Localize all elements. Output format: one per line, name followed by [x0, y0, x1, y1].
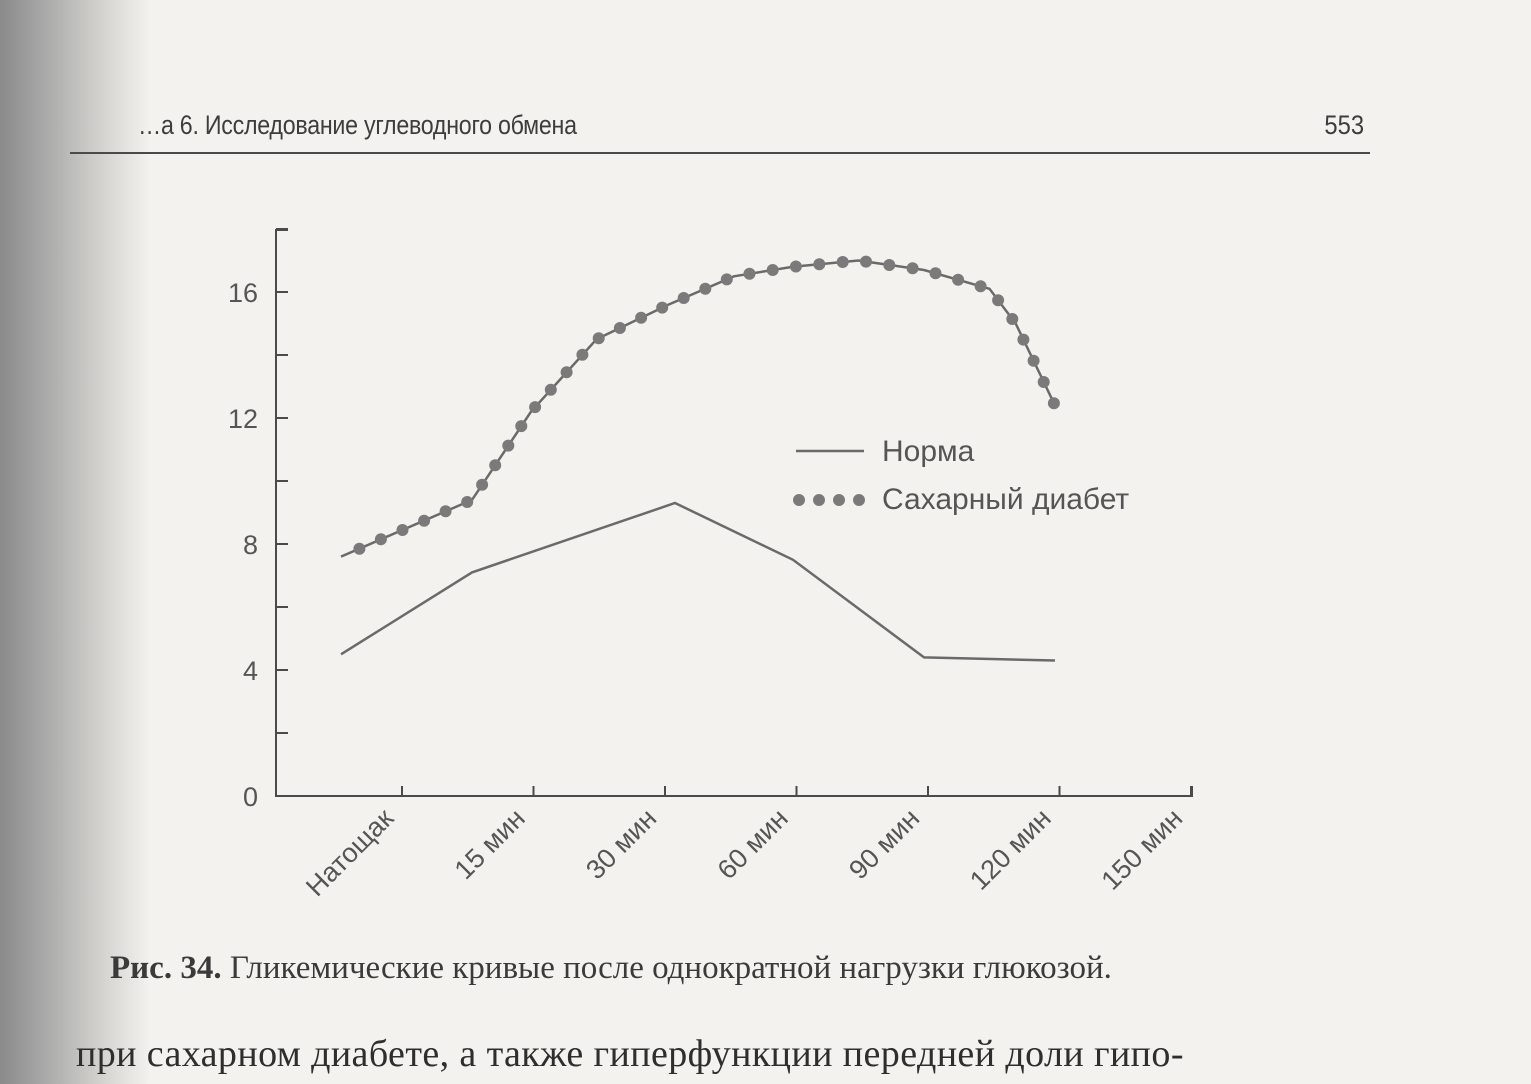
x-tick-label: 60 мин [712, 803, 794, 885]
x-tick-label: Натощак [300, 803, 399, 902]
figure-caption-label: Рис. 34. [110, 950, 222, 986]
series-point-diabetes [476, 478, 489, 491]
series-point-diabetes [353, 542, 366, 555]
chart-legend: Норма Сахарный диабет [793, 435, 1129, 516]
series-point-diabetes [576, 348, 589, 361]
series-point-diabetes [743, 267, 756, 280]
series-point-diabetes [992, 294, 1005, 307]
y-tick-label: 0 [243, 782, 258, 812]
x-tick-label: 120 мин [964, 803, 1057, 896]
series-point-diabetes [489, 459, 502, 472]
series-point-diabetes [418, 514, 431, 527]
series-point-diabetes [529, 401, 542, 414]
series-point-diabetes [699, 282, 712, 295]
series-point-diabetes [1017, 333, 1030, 346]
figure-caption-text: Гликемические кривые после однократной н… [229, 950, 1112, 986]
series-point-diabetes [635, 311, 648, 324]
y-tick-label: 12 [228, 404, 258, 434]
series-point-diabetes [1047, 397, 1060, 410]
series-point-diabetes [883, 259, 896, 271]
legend-swatch-diabetes [793, 494, 865, 506]
y-tick-label: 16 [228, 278, 258, 308]
figure-caption: Рис. 34. Гликемические кривые после одно… [110, 950, 1112, 987]
series-point-diabetes [396, 524, 409, 536]
legend-dot [853, 494, 865, 506]
x-tick-label: 90 мин [843, 803, 925, 885]
legend-label-diabetes: Сахарный диабет [882, 483, 1129, 516]
series-point-diabetes [461, 496, 474, 508]
series-point-diabetes [974, 280, 987, 293]
running-title: …а 6. Исследование углеводного обмена [138, 110, 577, 140]
series-point-diabetes [677, 292, 690, 304]
x-tick-label: 15 мин [449, 803, 531, 885]
series-point-diabetes [656, 301, 669, 314]
series-point-diabetes [952, 273, 965, 286]
x-tick-label: 30 мин [580, 803, 662, 885]
series-point-diabetes [766, 264, 779, 276]
running-head: …а 6. Исследование углеводного обмена 55… [70, 104, 1370, 154]
series-point-diabetes [374, 533, 387, 546]
series-point-diabetes [1037, 376, 1050, 388]
chart-series [340, 255, 1060, 662]
legend-dot [833, 494, 845, 506]
series-point-diabetes [1027, 354, 1040, 367]
page-number: 553 [1324, 110, 1364, 140]
series-point-diabetes [613, 322, 626, 334]
series-point-diabetes [860, 255, 872, 268]
chart-axes: 0 4 8 12 16 Натощак 15 мин 30 мин 60 мин 90 мин 12… [228, 228, 1193, 902]
series-point-diabetes [929, 267, 942, 280]
series-point-diabetes [813, 258, 826, 271]
y-tick-label: 4 [243, 656, 258, 686]
series-point-diabetes [560, 366, 573, 379]
series-point-diabetes [1006, 313, 1019, 325]
series-point-diabetes [439, 505, 452, 518]
legend-dot [793, 494, 805, 506]
y-tick-label: 8 [243, 530, 258, 560]
series-point-diabetes [720, 273, 733, 286]
legend-label-norma: Норма [882, 435, 975, 468]
body-text-line: при сахарном диабете, а также гиперфункц… [76, 1033, 1184, 1075]
series-point-diabetes [906, 262, 919, 275]
series-point-diabetes [592, 332, 605, 345]
legend-dot [813, 494, 825, 506]
series-point-diabetes [836, 256, 849, 268]
series-point-diabetes [515, 420, 528, 433]
series-line-norma [340, 501, 1056, 662]
x-tick-label: 150 мин [1096, 803, 1189, 896]
series-point-diabetes [789, 260, 802, 273]
book-spine-shadow [0, 0, 150, 1084]
series-point-diabetes [502, 439, 515, 452]
series-point-diabetes [544, 383, 557, 396]
